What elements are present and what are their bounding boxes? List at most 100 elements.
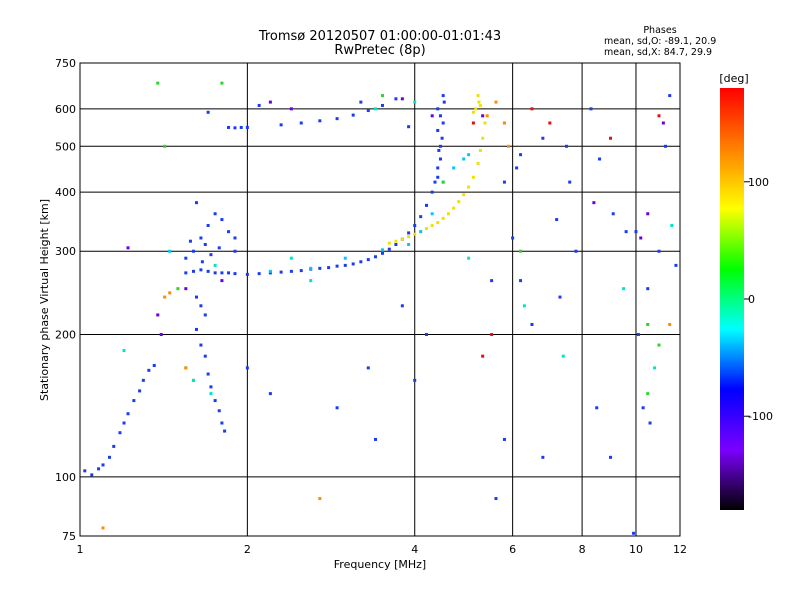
data-point [159,333,163,337]
data-point [209,385,213,389]
data-point [467,185,471,189]
data-point [213,399,217,403]
data-point [206,224,210,228]
colorbar-tick-label: -100 [748,410,773,423]
data-point [220,218,224,222]
data-point [494,497,498,501]
data-point [481,354,485,358]
data-point [541,136,545,140]
data-point [199,343,203,347]
data-point [380,94,384,98]
data-point [452,206,456,210]
data-point [168,249,172,253]
colorbar-tick-label: 0 [748,293,755,306]
data-point [632,531,636,535]
data-point [176,287,180,291]
legend-line-x: mean, sd,X: 84.7, 29.9 [604,47,712,58]
data-point [400,304,404,308]
x-axis-label: Frequency [MHz] [334,558,426,571]
colorbar [720,88,744,510]
data-point [206,372,210,376]
chart-title: Tromsø 20120507 01:00:00-01:01:43 [258,29,501,44]
data-point [279,123,283,127]
data-point [609,455,613,459]
y-tick-label: 600 [55,103,76,116]
data-point [433,180,437,184]
data-point [407,231,411,235]
data-point [257,272,261,276]
data-point [156,313,160,317]
data-point [407,235,411,239]
y-tick-label: 400 [55,186,76,199]
data-point [437,148,441,152]
data-point [239,125,243,129]
data-point [335,117,339,121]
data-point [101,463,105,467]
data-point [245,125,249,129]
data-point [481,114,485,118]
data-point [555,218,559,222]
data-point [565,144,569,148]
data-point [476,94,480,98]
data-point [112,444,116,448]
data-point [268,271,272,275]
data-point [233,272,237,276]
x-tick-label: 4 [411,543,418,556]
data-point [188,239,192,243]
data-point [199,268,203,272]
data-point [609,136,613,140]
data-point [425,227,429,231]
data-point [191,378,195,382]
data-point [471,175,475,179]
data-point [220,271,224,275]
y-tick-label: 200 [55,329,76,342]
data-point [595,406,599,410]
data-point [108,455,112,459]
data-point [462,157,466,161]
data-point [199,236,203,240]
data-point [441,94,445,98]
data-point [209,253,213,257]
x-tick-label: 10 [629,543,643,556]
data-point [436,166,440,170]
data-point [394,239,398,243]
data-point [366,109,370,113]
data-point [245,366,249,370]
data-point [646,322,650,326]
data-point [502,180,506,184]
grid-lines [79,62,681,537]
data-point [90,473,94,477]
data-point [299,269,303,273]
data-point [530,322,534,326]
data-point [194,201,198,205]
data-point [485,114,489,118]
data-point [467,153,471,157]
y-tick-labels: 75 100 200 300 400 500 600 750 [55,57,76,543]
data-point [407,242,411,246]
data-point [471,121,475,125]
data-point [440,136,444,140]
y-tick-label: 100 [55,471,76,484]
data-point [668,94,672,98]
data-point [436,221,440,225]
data-point [636,333,640,337]
data-point [206,269,210,273]
data-point [477,100,481,104]
data-point [611,212,615,216]
data-point [380,248,384,252]
data-point [203,354,207,358]
data-point [366,366,370,370]
data-point [425,333,429,337]
data-point [318,497,322,501]
data-point [483,121,487,125]
y-tick-label: 300 [55,245,76,258]
data-point [419,215,423,219]
data-point [335,406,339,410]
data-point [220,279,224,283]
data-point [289,269,293,273]
data-point [289,107,293,111]
data-point [163,144,167,148]
data-point [478,148,482,152]
data-point [343,263,347,267]
